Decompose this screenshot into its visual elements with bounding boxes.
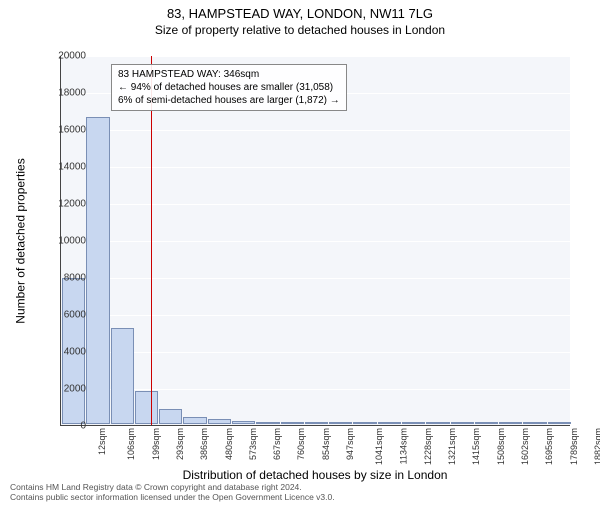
- x-tick-label: 12sqm: [97, 428, 107, 455]
- bar: [281, 422, 304, 424]
- bar: [548, 422, 571, 424]
- x-tick-label: 1041sqm: [374, 428, 384, 465]
- x-tick-label: 1882sqm: [593, 428, 600, 465]
- x-tick-label: 386sqm: [199, 428, 209, 460]
- x-tick-label: 1321sqm: [447, 428, 457, 465]
- annotation-line: 6% of semi-detached houses are larger (1…: [118, 95, 340, 106]
- bar: [183, 417, 206, 424]
- y-tick-label: 6000: [64, 310, 86, 321]
- bar: [426, 422, 449, 424]
- bar: [135, 391, 158, 424]
- x-tick-label: 1695sqm: [544, 428, 554, 465]
- y-axis-label: Number of detached properties: [14, 56, 28, 426]
- bar: [256, 422, 279, 424]
- gridline: [61, 278, 570, 279]
- bar: [111, 328, 134, 424]
- annotation-line: 83 HAMPSTEAD WAY: 346sqm: [118, 69, 259, 80]
- annotation-box: 83 HAMPSTEAD WAY: 346sqm ← 94% of detache…: [111, 64, 347, 111]
- gridline: [61, 352, 570, 353]
- bar: [232, 421, 255, 424]
- chart-title: 83, HAMPSTEAD WAY, LONDON, NW11 7LG: [0, 6, 600, 21]
- x-tick-label: 1228sqm: [423, 428, 433, 465]
- x-tick-label: 1508sqm: [496, 428, 506, 465]
- bar: [499, 422, 522, 424]
- x-tick-label: 106sqm: [126, 428, 136, 460]
- bar: [402, 422, 425, 424]
- y-tick-label: 8000: [64, 273, 86, 284]
- y-tick-label: 10000: [58, 236, 86, 247]
- x-tick-label: 1415sqm: [471, 428, 481, 465]
- plot-area: 12sqm106sqm199sqm293sqm386sqm480sqm573sq…: [60, 56, 570, 426]
- bar: [378, 422, 401, 424]
- x-axis-label: Distribution of detached houses by size …: [60, 468, 570, 482]
- x-tick-label: 480sqm: [224, 428, 234, 460]
- gridline: [61, 204, 570, 205]
- gridline: [61, 167, 570, 168]
- chart-container: 83, HAMPSTEAD WAY, LONDON, NW11 7LG Size…: [0, 6, 600, 506]
- x-tick-label: 760sqm: [296, 428, 306, 460]
- bar: [208, 419, 231, 424]
- gridline: [61, 241, 570, 242]
- y-tick-label: 18000: [58, 88, 86, 99]
- bar: [329, 422, 352, 424]
- reference-line: [151, 56, 152, 425]
- y-tick-label: 2000: [64, 384, 86, 395]
- x-tick-label: 1134sqm: [398, 428, 408, 464]
- y-tick-label: 20000: [58, 51, 86, 62]
- x-tick-label: 667sqm: [272, 428, 282, 460]
- x-tick-label: 1602sqm: [520, 428, 530, 465]
- x-tick-label: 199sqm: [151, 428, 161, 460]
- bar: [86, 117, 109, 424]
- plot-background: 12sqm106sqm199sqm293sqm386sqm480sqm573sq…: [60, 56, 570, 426]
- y-tick-label: 0: [80, 421, 86, 432]
- gridline: [61, 56, 570, 57]
- chart-subtitle: Size of property relative to detached ho…: [0, 23, 600, 37]
- bar: [159, 409, 182, 424]
- x-tick-label: 293sqm: [175, 428, 185, 460]
- bar: [523, 422, 546, 424]
- y-tick-label: 14000: [58, 162, 86, 173]
- y-tick-label: 4000: [64, 347, 86, 358]
- x-tick-label: 854sqm: [321, 428, 331, 460]
- gridline: [61, 315, 570, 316]
- bar: [305, 422, 328, 424]
- annotation-line: ← 94% of detached houses are smaller (31…: [118, 82, 333, 93]
- x-tick-label: 573sqm: [248, 428, 258, 460]
- y-tick-label: 12000: [58, 199, 86, 210]
- footer-attribution: Contains HM Land Registry data © Crown c…: [10, 482, 335, 502]
- gridline: [61, 130, 570, 131]
- bar: [353, 422, 376, 424]
- x-tick-label: 1789sqm: [569, 428, 579, 465]
- x-tick-label: 947sqm: [345, 428, 355, 460]
- y-tick-label: 16000: [58, 125, 86, 136]
- bar: [451, 422, 474, 424]
- bar: [475, 422, 498, 424]
